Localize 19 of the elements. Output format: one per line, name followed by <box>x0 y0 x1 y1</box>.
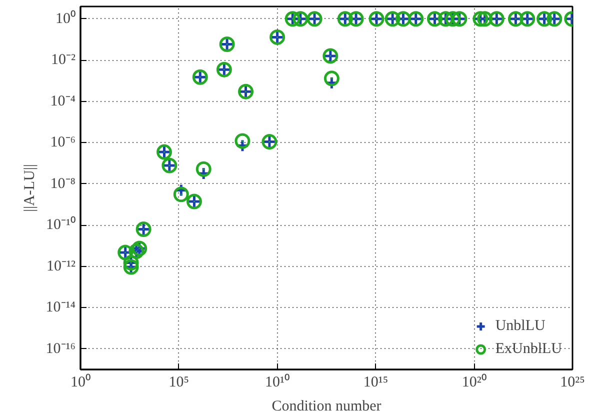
x-tick-label: 10⁵ <box>168 374 190 390</box>
y-tick-label: 10⁻¹⁶ <box>46 340 76 357</box>
x-tick-label: 10²⁰ <box>462 374 486 390</box>
y-tick-label: 10⁻⁴ <box>50 93 76 110</box>
x-tick-label: 10¹⁵ <box>363 374 388 390</box>
x-axis-title: Condition number <box>272 398 382 414</box>
y-tick-label: 10⁰ <box>56 10 76 27</box>
y-axis-title: ||A-LU|| <box>22 164 38 212</box>
y-tick-label: 10⁻¹⁴ <box>46 300 76 316</box>
x-tick-label: 10⁰ <box>70 374 90 390</box>
legend-label: UnblLU <box>495 318 546 334</box>
x-tick-label: 10²⁵ <box>560 374 585 390</box>
y-tick-label: 10⁻⁸ <box>50 176 76 192</box>
x-tick-label: 10¹⁰ <box>265 374 290 390</box>
y-tick-label: 10⁻⁶ <box>50 134 76 151</box>
legend-label: ExUnblLU <box>495 340 562 358</box>
y-tick-label: 10⁻¹² <box>46 258 76 274</box>
y-tick-label: 10⁻¹⁰ <box>46 216 76 234</box>
y-tick-label: 10⁻² <box>51 52 76 68</box>
